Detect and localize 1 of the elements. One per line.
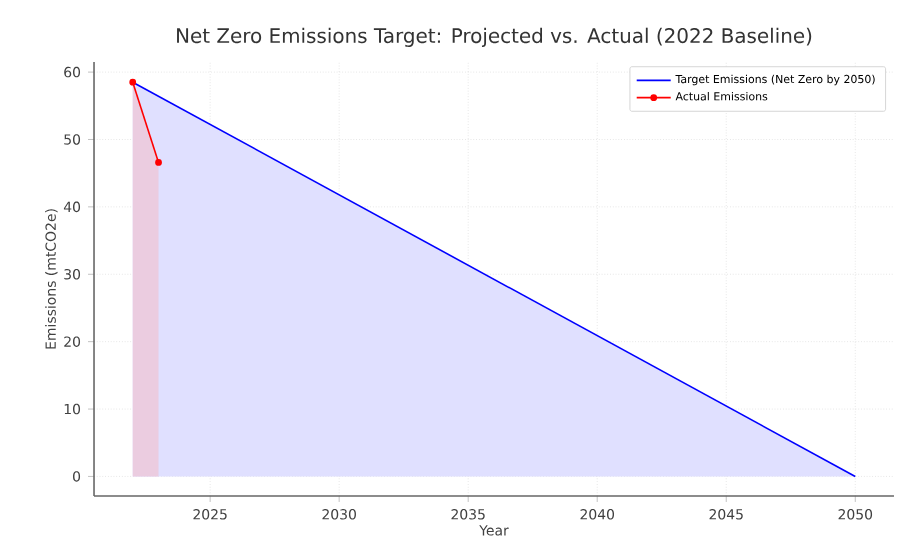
chart-title: Net Zero Emissions Target: Projected vs. Actual (2022 Baseline): [177, 27, 812, 47]
